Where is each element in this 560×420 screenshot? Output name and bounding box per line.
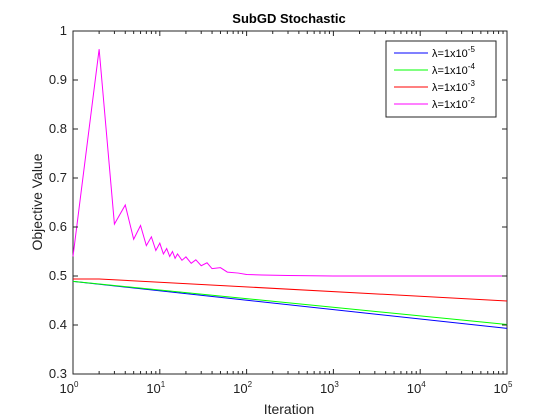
y-tick-label: 0.3: [49, 366, 67, 381]
series-line-1: [72, 280, 508, 329]
y-tick-label: 0.6: [49, 219, 67, 234]
y-tick-label: 0.8: [49, 121, 67, 136]
y-tick-label: 0.7: [49, 170, 67, 185]
legend: λ=1x10-5 λ=1x10-4 λ=1x10-3 λ=1x10-2: [385, 40, 497, 118]
y-tick-label: 0.5: [49, 268, 67, 283]
x-axis-label: Iteration: [264, 401, 315, 417]
legend-label-2: λ=1x10-4: [432, 62, 475, 77]
y-tick-label: 0.4: [49, 317, 67, 332]
x-tick-label: 100: [60, 380, 79, 396]
x-tick-label: 104: [407, 380, 426, 396]
x-tick-label: 105: [494, 380, 513, 396]
y-tick-label: 0.9: [49, 72, 67, 87]
legend-label-4: λ=1x10-2: [432, 96, 475, 111]
chart-title: SubGD Stochastic: [232, 11, 345, 26]
x-tick-label: 103: [320, 380, 339, 396]
y-tick-label: 1: [60, 23, 67, 38]
y-axis-label: Objective Value: [29, 153, 45, 250]
legend-label-1: λ=1x10-5: [432, 45, 475, 60]
x-tick-label: 102: [233, 380, 252, 396]
x-tick-label: 101: [146, 380, 165, 396]
legend-label-3: λ=1x10-3: [432, 79, 475, 94]
series-line-2: [72, 280, 508, 326]
series-line-3: [73, 278, 508, 302]
series-line-4: [72, 49, 507, 277]
